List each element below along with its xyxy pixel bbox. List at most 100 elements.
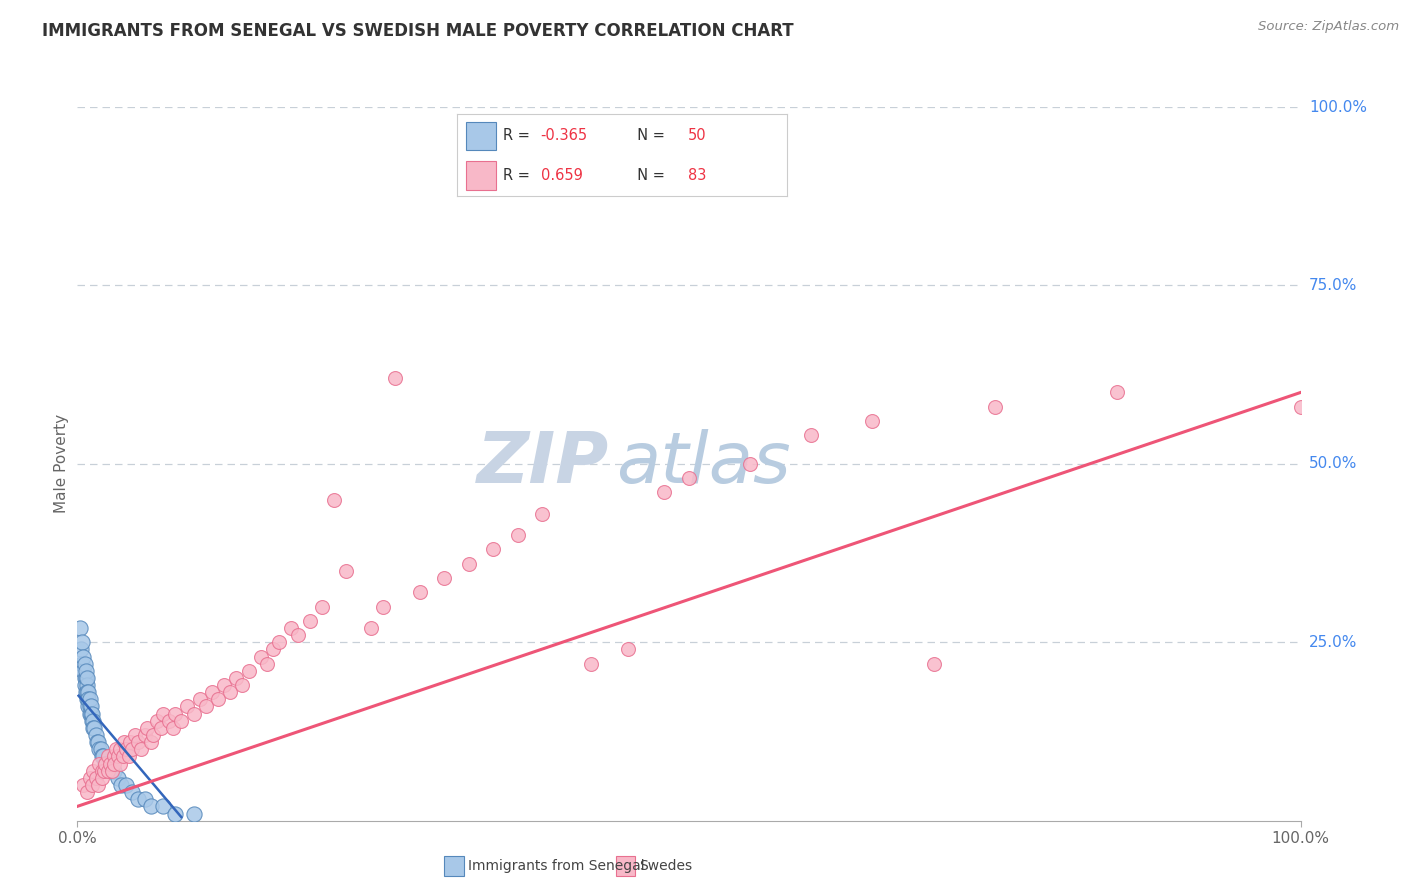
Point <box>97 756 120 771</box>
Point <box>219 685 242 699</box>
Point <box>298 614 321 628</box>
Text: 75.0%: 75.0% <box>1309 278 1357 293</box>
Point <box>100 764 122 778</box>
Point <box>740 457 762 471</box>
Point <box>98 756 121 771</box>
Point <box>371 599 394 614</box>
Text: IMMIGRANTS FROM SENEGAL VS SWEDISH MALE POVERTY CORRELATION CHART: IMMIGRANTS FROM SENEGAL VS SWEDISH MALE … <box>42 22 794 40</box>
Point <box>136 721 159 735</box>
Point <box>70 635 93 649</box>
Point <box>457 557 479 571</box>
Point <box>86 735 108 749</box>
Point <box>89 742 111 756</box>
Point <box>862 414 884 428</box>
Point <box>90 764 112 778</box>
Point <box>82 714 104 728</box>
Point <box>94 756 117 771</box>
Point <box>800 428 823 442</box>
Point <box>84 771 107 785</box>
Point <box>118 749 141 764</box>
Point <box>262 642 284 657</box>
Point <box>84 728 107 742</box>
Point <box>149 721 172 735</box>
Point <box>207 692 229 706</box>
Point <box>82 764 104 778</box>
Point <box>108 742 131 756</box>
Point <box>93 764 115 778</box>
Point <box>80 706 103 721</box>
Point <box>183 706 205 721</box>
Text: Swedes: Swedes <box>640 859 693 873</box>
Point <box>72 778 94 792</box>
Text: atlas: atlas <box>616 429 790 499</box>
Point <box>984 400 1007 414</box>
Point <box>108 756 131 771</box>
Point <box>70 642 93 657</box>
Point <box>165 706 187 721</box>
Point <box>112 735 135 749</box>
Point <box>107 749 129 764</box>
Point <box>75 664 97 678</box>
Point <box>170 714 193 728</box>
Point <box>360 621 382 635</box>
Point <box>617 642 640 657</box>
Point <box>335 564 357 578</box>
Point <box>87 778 110 792</box>
Point <box>311 599 333 614</box>
Point <box>201 685 224 699</box>
Point <box>127 792 149 806</box>
Point <box>73 657 96 671</box>
Point <box>162 721 184 735</box>
Point <box>73 671 96 685</box>
Point <box>100 764 122 778</box>
Text: ZIP: ZIP <box>477 429 609 499</box>
Point <box>129 742 152 756</box>
Point <box>579 657 602 671</box>
Point <box>482 542 505 557</box>
Point <box>79 771 101 785</box>
Point <box>103 749 125 764</box>
Point <box>250 649 273 664</box>
Point <box>231 678 253 692</box>
Point <box>79 692 101 706</box>
Point <box>124 728 146 742</box>
Point <box>384 371 406 385</box>
Y-axis label: Male Poverty: Male Poverty <box>53 414 69 514</box>
Point <box>97 749 120 764</box>
Point <box>103 756 125 771</box>
Point <box>152 706 174 721</box>
Point <box>287 628 309 642</box>
Point <box>82 721 104 735</box>
Point <box>409 585 432 599</box>
Point <box>110 778 132 792</box>
Point <box>654 485 676 500</box>
Point <box>115 742 138 756</box>
Point <box>183 806 205 821</box>
Point <box>77 692 100 706</box>
Point <box>76 678 98 692</box>
Point <box>77 699 100 714</box>
Point <box>238 664 260 678</box>
Text: 25.0%: 25.0% <box>1309 635 1357 649</box>
Point <box>212 678 235 692</box>
Point <box>107 771 129 785</box>
Point <box>79 699 101 714</box>
Point <box>134 728 156 742</box>
Point <box>323 492 346 507</box>
Point <box>75 671 97 685</box>
Point <box>77 685 100 699</box>
Point <box>76 692 98 706</box>
Point <box>73 678 96 692</box>
Point <box>111 749 134 764</box>
Text: 50.0%: 50.0% <box>1309 457 1357 471</box>
Point <box>76 685 98 699</box>
Point <box>139 799 162 814</box>
Point <box>83 721 105 735</box>
Point <box>127 735 149 749</box>
Point <box>80 714 103 728</box>
Point <box>433 571 456 585</box>
Point <box>103 764 125 778</box>
Point <box>118 735 141 749</box>
Point <box>506 528 529 542</box>
Point <box>121 785 143 799</box>
